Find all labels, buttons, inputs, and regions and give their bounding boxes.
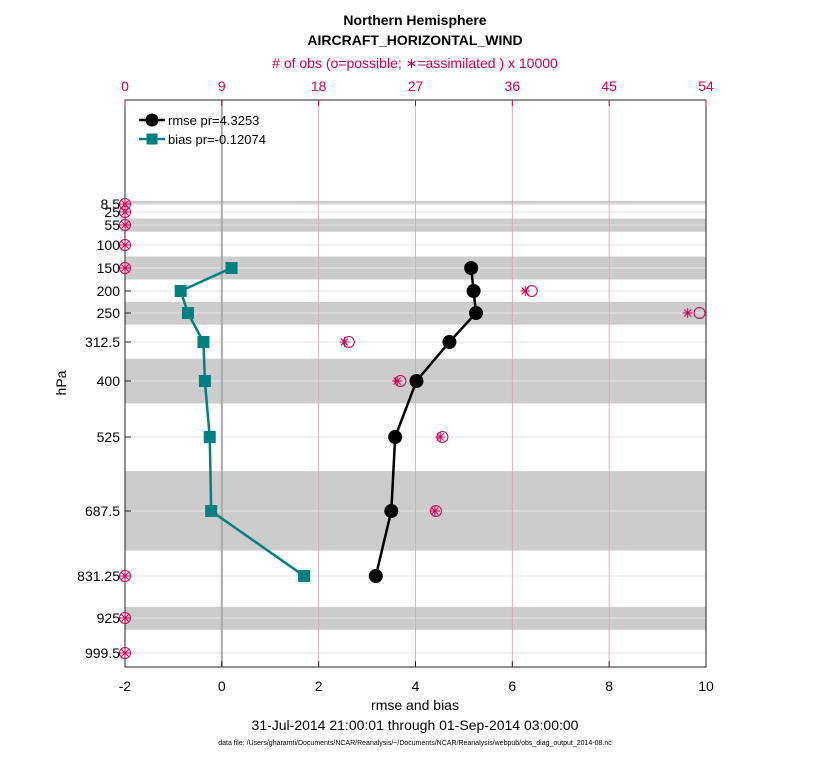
obs-possible-marker: [119, 219, 131, 231]
x-tick-label: 0: [218, 678, 226, 694]
obs-assimilated-marker: [436, 433, 445, 441]
x-axis-label: rmse and bias: [371, 697, 459, 713]
top-tick-label: 36: [505, 78, 521, 94]
x-tick-label: 2: [315, 678, 323, 694]
bias-point: [205, 505, 218, 517]
labels: Northern Hemisphere AIRCRAFT_HORIZONTAL_…: [53, 12, 714, 747]
footnote: data file: /Users/gharamti/Documents/NCA…: [218, 740, 612, 747]
y-tick-label: 525: [97, 429, 121, 445]
y-tick-label: 999.5: [85, 645, 120, 661]
rmse-point: [368, 569, 383, 583]
legend-bias-label: bias pr=-0.12074: [168, 132, 266, 147]
top-tick-label: 54: [698, 78, 714, 94]
obs-possible-marker: [119, 570, 131, 582]
chart-subtitle: AIRCRAFT_HORIZONTAL_WIND: [307, 32, 522, 48]
y-tick-label: 250: [97, 305, 121, 321]
legend-bias-marker: [146, 133, 158, 145]
obs-assimilated-marker: [121, 649, 129, 657]
y-axis-label: hPa: [53, 370, 69, 395]
top-tick-label: 27: [408, 78, 424, 94]
obs-assimilated-marker: [393, 377, 402, 385]
data-series: [119, 198, 706, 659]
bias-point: [197, 336, 210, 348]
y-tick-label: 687.5: [85, 503, 120, 519]
obs-possible-marker: [119, 239, 131, 251]
obs-assimilated-marker: [121, 221, 129, 229]
obs-possible-marker: [119, 206, 131, 218]
legend-rmse-marker: [145, 113, 159, 127]
top-axis-label: # of obs (o=possible; ∗=assimilated ) x …: [272, 55, 558, 71]
y-tick-label: 55: [104, 217, 120, 233]
x-tick-label: 8: [605, 678, 613, 694]
bias-point: [198, 375, 211, 387]
obs-possible-marker: [119, 612, 131, 624]
bias-point: [174, 285, 187, 297]
x-tick-label: 4: [412, 678, 420, 694]
date-range: 31-Jul-2014 21:00:01 through 01-Sep-2014…: [252, 717, 579, 733]
y-tick-label: 150: [97, 260, 121, 276]
top-tick-label: 18: [311, 78, 327, 94]
obs-assimilated-marker: [121, 241, 129, 249]
y-tick-label: 25: [104, 204, 120, 220]
y-tick-label: 400: [97, 373, 121, 389]
y-tick-label: 8.5: [101, 196, 121, 212]
bias-point: [203, 431, 216, 443]
obs-assimilated-marker: [521, 287, 530, 295]
rmse-point: [388, 430, 403, 444]
bias-point: [181, 307, 194, 319]
obs-assimilated-marker: [431, 507, 439, 515]
rmse-point: [409, 374, 424, 388]
rmse-point: [466, 284, 481, 298]
rmse-point: [384, 504, 399, 518]
chart-title: Northern Hemisphere: [343, 12, 486, 28]
y-tick-label: 100: [97, 237, 121, 253]
obs-assimilated-marker: [340, 338, 349, 346]
x-tick-label: 10: [698, 678, 714, 694]
legend: rmse pr=4.3253 bias pr=-0.12074: [139, 113, 266, 147]
top-tick-label: 9: [218, 78, 226, 94]
obs-possible-marker: [119, 647, 131, 659]
x-tick-label: -2: [119, 678, 132, 694]
x-tick-label: 6: [508, 678, 516, 694]
legend-rmse-label: rmse pr=4.3253: [168, 113, 259, 128]
obs-assimilated-marker: [121, 264, 129, 272]
rmse-point: [464, 261, 479, 275]
bias-point: [225, 262, 238, 274]
bias-point: [298, 570, 311, 582]
y-tick-label: 200: [97, 283, 121, 299]
y-tick-label: 312.5: [85, 334, 120, 350]
y-tick-label: 831.25: [77, 568, 120, 584]
y-tick-label: 925: [97, 610, 121, 626]
rmse-point: [469, 306, 484, 320]
obs-assimilated-marker: [121, 614, 129, 622]
obs-possible-marker: [693, 307, 706, 319]
rmse-point: [442, 335, 457, 349]
obs-assimilated-marker: [121, 208, 129, 216]
obs-assimilated-marker: [683, 309, 692, 317]
obs-possible-marker: [119, 262, 131, 274]
obs-assimilated-marker: [121, 572, 129, 580]
obs-assimilated-marker: [121, 200, 129, 208]
top-tick-label: 45: [601, 78, 617, 94]
top-tick-label: 0: [121, 78, 129, 94]
